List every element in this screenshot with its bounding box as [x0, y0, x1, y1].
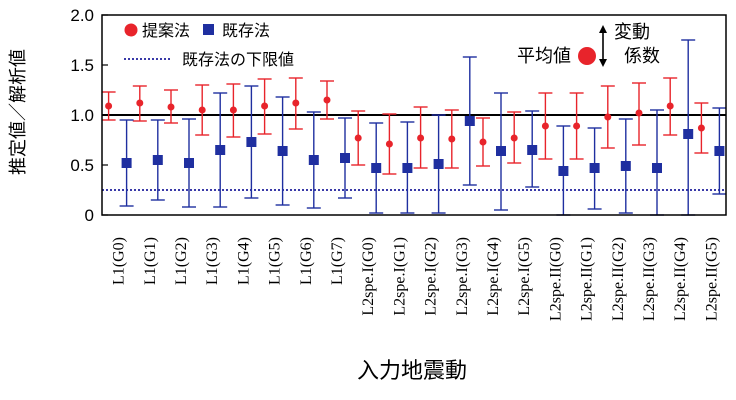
x-tick-label: L2spe.II(G0): [547, 237, 564, 321]
data-point: [385, 140, 393, 148]
x-tick-label: L2spe.I(G4): [485, 237, 502, 316]
x-tick-label: L1(G5): [267, 237, 284, 285]
y-axis-label: 推定値／解析値: [8, 49, 29, 175]
inset-range-label-top: 変動: [614, 22, 650, 43]
legend-label-lower-limit: 既存法の下限値: [182, 50, 294, 69]
x-tick-label: L2spe.II(G2): [610, 237, 627, 321]
data-point: [652, 163, 662, 173]
legend: 提案法 既存法 既存法の下限値: [124, 21, 294, 69]
data-point: [697, 124, 705, 132]
data-point: [121, 158, 132, 168]
x-tick-label: L2spe.II(G3): [641, 237, 658, 321]
inset-range-arrow-icon: [599, 25, 607, 67]
x-tick-label: L1(G2): [173, 237, 190, 285]
inset-legend: 平均値 変動 係数: [517, 22, 660, 67]
data-point: [448, 135, 456, 143]
data-point: [510, 134, 518, 142]
data-point: [152, 155, 163, 165]
y-tick-label: 0: [85, 206, 94, 225]
data-point: [635, 109, 643, 117]
series-existing: [119, 39, 727, 216]
data-point: [229, 106, 237, 114]
x-tick-label: L2spe.I(G0): [360, 237, 377, 316]
data-point: [198, 106, 206, 114]
x-tick-label: L1(G1): [142, 237, 159, 285]
x-tick-label: L2spe.I(G1): [391, 237, 408, 316]
x-tick-label: L2spe.I(G2): [423, 237, 440, 316]
data-point: [167, 103, 175, 111]
x-tick-label: L1(G6): [298, 237, 315, 285]
series-proposed: [101, 77, 709, 175]
data-point: [354, 134, 362, 142]
inset-range-label-bottom: 係数: [624, 46, 660, 67]
x-tick-label: L2spe.I(G3): [454, 237, 471, 316]
data-point: [714, 146, 725, 156]
y-tick-label: 2.0: [70, 6, 94, 25]
data-point: [666, 102, 674, 110]
reference-layer: [102, 114, 726, 191]
data-point: [496, 146, 506, 156]
data-point: [479, 138, 487, 146]
y-tick-label: 1.0: [70, 106, 94, 125]
data-point: [558, 166, 569, 176]
data-point: [589, 163, 600, 173]
x-tick-label: L2spe.I(G5): [516, 237, 533, 316]
series-layer: [101, 39, 727, 216]
inset-mean-label: 平均値: [517, 46, 571, 67]
legend-label-proposed: 提案法: [142, 21, 190, 40]
data-point: [371, 163, 382, 173]
data-point: [308, 155, 319, 165]
x-tick-label: L2spe.II(G1): [579, 237, 596, 321]
data-point: [604, 113, 612, 121]
data-point: [184, 158, 194, 168]
data-point: [541, 122, 549, 130]
legend-label-existing: 既存法: [222, 21, 270, 40]
data-point: [292, 99, 300, 107]
data-point: [323, 96, 331, 104]
legend-marker-proposed: [124, 23, 138, 37]
data-point: [402, 163, 413, 173]
data-point: [261, 102, 269, 110]
data-point: [340, 153, 350, 163]
data-point: [527, 145, 538, 155]
data-point: [277, 146, 288, 156]
x-tick-label: L2spe.II(G4): [672, 237, 689, 321]
y-tick-label: 1.5: [70, 56, 94, 75]
x-tick-label: L1(G3): [204, 237, 221, 285]
data-point: [573, 122, 581, 130]
x-tick-label: L1(G4): [235, 237, 252, 285]
x-tick-label: L2spe.II(G5): [703, 237, 720, 321]
data-point: [246, 137, 257, 147]
data-point: [620, 161, 631, 171]
data-point: [215, 145, 226, 155]
legend-marker-existing: [203, 24, 214, 35]
data-point: [433, 159, 444, 169]
y-tick-labels: 0 0.5 1.0 1.5 2.0: [70, 6, 108, 225]
inset-mean-marker: [578, 47, 596, 65]
x-axis-label: 入力地震動: [357, 359, 467, 384]
x-tick-label: L1(G7): [329, 237, 346, 285]
data-point: [417, 134, 425, 142]
x-tick-label: L1(G0): [111, 237, 128, 285]
x-tick-labels: L1(G0) L1(G1) L1(G2) L1(G3) L1(G4) L1(G5) L1(G…: [111, 237, 721, 321]
data-point: [105, 102, 113, 110]
y-tick-label: 0.5: [70, 156, 94, 175]
data-point: [136, 99, 144, 107]
data-point: [464, 116, 475, 126]
data-point: [683, 129, 694, 139]
